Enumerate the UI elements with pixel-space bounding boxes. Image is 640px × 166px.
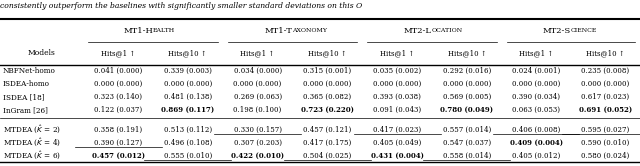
Text: MT1-H: MT1-H bbox=[123, 27, 153, 35]
Text: ISDEA [18]: ISDEA [18] bbox=[3, 93, 44, 101]
Text: 0.723 (0.220): 0.723 (0.220) bbox=[301, 106, 354, 114]
Text: 0.405 (0.049): 0.405 (0.049) bbox=[373, 138, 421, 146]
Text: 0.457 (0.012): 0.457 (0.012) bbox=[92, 151, 145, 159]
Text: 0.558 (0.014): 0.558 (0.014) bbox=[443, 151, 491, 159]
Text: 0.555 (0.010): 0.555 (0.010) bbox=[164, 151, 212, 159]
Text: MTDEA ($\hat{K}$ = 2): MTDEA ($\hat{K}$ = 2) bbox=[3, 124, 61, 135]
Text: 0.417 (0.023): 0.417 (0.023) bbox=[373, 125, 421, 133]
Text: 0.617 (0.023): 0.617 (0.023) bbox=[581, 93, 630, 101]
Text: Hits@1 ↑: Hits@1 ↑ bbox=[101, 49, 135, 57]
Text: 0.323 (0.140): 0.323 (0.140) bbox=[94, 93, 142, 101]
Text: 0.235 (0.008): 0.235 (0.008) bbox=[581, 67, 630, 75]
Text: Hits@10 ↑: Hits@10 ↑ bbox=[168, 49, 207, 57]
Text: 0.869 (0.117): 0.869 (0.117) bbox=[161, 106, 214, 114]
Text: 0.000 (0.000): 0.000 (0.000) bbox=[303, 80, 351, 88]
Text: 0.358 (0.191): 0.358 (0.191) bbox=[94, 125, 142, 133]
Text: 0.457 (0.121): 0.457 (0.121) bbox=[303, 125, 351, 133]
Text: 0.041 (0.000): 0.041 (0.000) bbox=[94, 67, 142, 75]
Text: AXONOMY: AXONOMY bbox=[292, 28, 328, 33]
Text: 0.431 (0.004): 0.431 (0.004) bbox=[371, 151, 424, 159]
Text: 0.034 (0.000): 0.034 (0.000) bbox=[234, 67, 282, 75]
Text: MT2-S: MT2-S bbox=[543, 27, 571, 35]
Text: 0.307 (0.203): 0.307 (0.203) bbox=[234, 138, 282, 146]
Text: consistently outperform the baselines with significantly smaller standard deviat: consistently outperform the baselines wi… bbox=[0, 2, 362, 10]
Text: 0.339 (0.003): 0.339 (0.003) bbox=[164, 67, 212, 75]
Text: 0.035 (0.002): 0.035 (0.002) bbox=[373, 67, 421, 75]
Text: 0.365 (0.082): 0.365 (0.082) bbox=[303, 93, 351, 101]
Text: 0.504 (0.025): 0.504 (0.025) bbox=[303, 151, 351, 159]
Text: 0.000 (0.000): 0.000 (0.000) bbox=[373, 80, 421, 88]
Text: 0.000 (0.000): 0.000 (0.000) bbox=[443, 80, 491, 88]
Text: Hits@10 ↑: Hits@10 ↑ bbox=[586, 49, 625, 57]
Text: 0.595 (0.027): 0.595 (0.027) bbox=[581, 125, 630, 133]
Text: 0.590 (0.010): 0.590 (0.010) bbox=[581, 138, 630, 146]
Text: 0.330 (0.157): 0.330 (0.157) bbox=[234, 125, 282, 133]
Text: 0.122 (0.037): 0.122 (0.037) bbox=[94, 106, 142, 114]
Text: 0.496 (0.108): 0.496 (0.108) bbox=[164, 138, 212, 146]
Text: Hits@10 ↑: Hits@10 ↑ bbox=[447, 49, 486, 57]
Text: 0.405 (0.012): 0.405 (0.012) bbox=[512, 151, 561, 159]
Text: Hits@1 ↑: Hits@1 ↑ bbox=[380, 49, 414, 57]
Text: 0.269 (0.063): 0.269 (0.063) bbox=[234, 93, 282, 101]
Text: 0.569 (0.005): 0.569 (0.005) bbox=[443, 93, 491, 101]
Text: 0.481 (0.138): 0.481 (0.138) bbox=[164, 93, 212, 101]
Text: 0.780 (0.049): 0.780 (0.049) bbox=[440, 106, 493, 114]
Text: Models: Models bbox=[28, 49, 56, 57]
Text: 0.000 (0.000): 0.000 (0.000) bbox=[512, 80, 561, 88]
Text: 0.000 (0.000): 0.000 (0.000) bbox=[581, 80, 630, 88]
Text: Hits@1 ↑: Hits@1 ↑ bbox=[519, 49, 554, 57]
Text: 0.024 (0.001): 0.024 (0.001) bbox=[512, 67, 561, 75]
Text: 0.547 (0.037): 0.547 (0.037) bbox=[443, 138, 491, 146]
Text: 0.393 (0.038): 0.393 (0.038) bbox=[373, 93, 421, 101]
Text: InGram [26]: InGram [26] bbox=[3, 106, 47, 114]
Text: 0.409 (0.004): 0.409 (0.004) bbox=[510, 138, 563, 146]
Text: MT1-T: MT1-T bbox=[264, 27, 292, 35]
Text: 0.000 (0.000): 0.000 (0.000) bbox=[164, 80, 212, 88]
Text: 0.557 (0.014): 0.557 (0.014) bbox=[443, 125, 491, 133]
Text: MTDEA ($\hat{K}$ = 6): MTDEA ($\hat{K}$ = 6) bbox=[3, 150, 61, 161]
Text: CIENCE: CIENCE bbox=[571, 28, 597, 33]
Text: 0.580 (0.024): 0.580 (0.024) bbox=[581, 151, 630, 159]
Text: 0.063 (0.053): 0.063 (0.053) bbox=[512, 106, 561, 114]
Text: 0.198 (0.100): 0.198 (0.100) bbox=[234, 106, 282, 114]
Text: 0.406 (0.008): 0.406 (0.008) bbox=[512, 125, 561, 133]
Text: 0.292 (0.016): 0.292 (0.016) bbox=[443, 67, 491, 75]
Text: ISDEA-homo: ISDEA-homo bbox=[3, 80, 49, 88]
Text: Hits@1 ↑: Hits@1 ↑ bbox=[241, 49, 275, 57]
Text: EALTH: EALTH bbox=[153, 28, 175, 33]
Text: 0.000 (0.000): 0.000 (0.000) bbox=[94, 80, 142, 88]
Text: MTDEA ($\hat{K}$ = 4): MTDEA ($\hat{K}$ = 4) bbox=[3, 137, 61, 148]
Text: 0.691 (0.052): 0.691 (0.052) bbox=[579, 106, 632, 114]
Text: 0.000 (0.000): 0.000 (0.000) bbox=[234, 80, 282, 88]
Text: 0.390 (0.127): 0.390 (0.127) bbox=[94, 138, 142, 146]
Text: MT2-L: MT2-L bbox=[404, 27, 432, 35]
Text: OCATION: OCATION bbox=[432, 28, 463, 33]
Text: 0.422 (0.010): 0.422 (0.010) bbox=[231, 151, 284, 159]
Text: NBFNet-homo: NBFNet-homo bbox=[3, 67, 56, 75]
Text: 0.315 (0.001): 0.315 (0.001) bbox=[303, 67, 351, 75]
Text: Hits@10 ↑: Hits@10 ↑ bbox=[308, 49, 347, 57]
Text: 0.513 (0.112): 0.513 (0.112) bbox=[164, 125, 212, 133]
Text: 0.390 (0.034): 0.390 (0.034) bbox=[512, 93, 561, 101]
Text: 0.417 (0.175): 0.417 (0.175) bbox=[303, 138, 351, 146]
Text: 0.091 (0.043): 0.091 (0.043) bbox=[373, 106, 421, 114]
